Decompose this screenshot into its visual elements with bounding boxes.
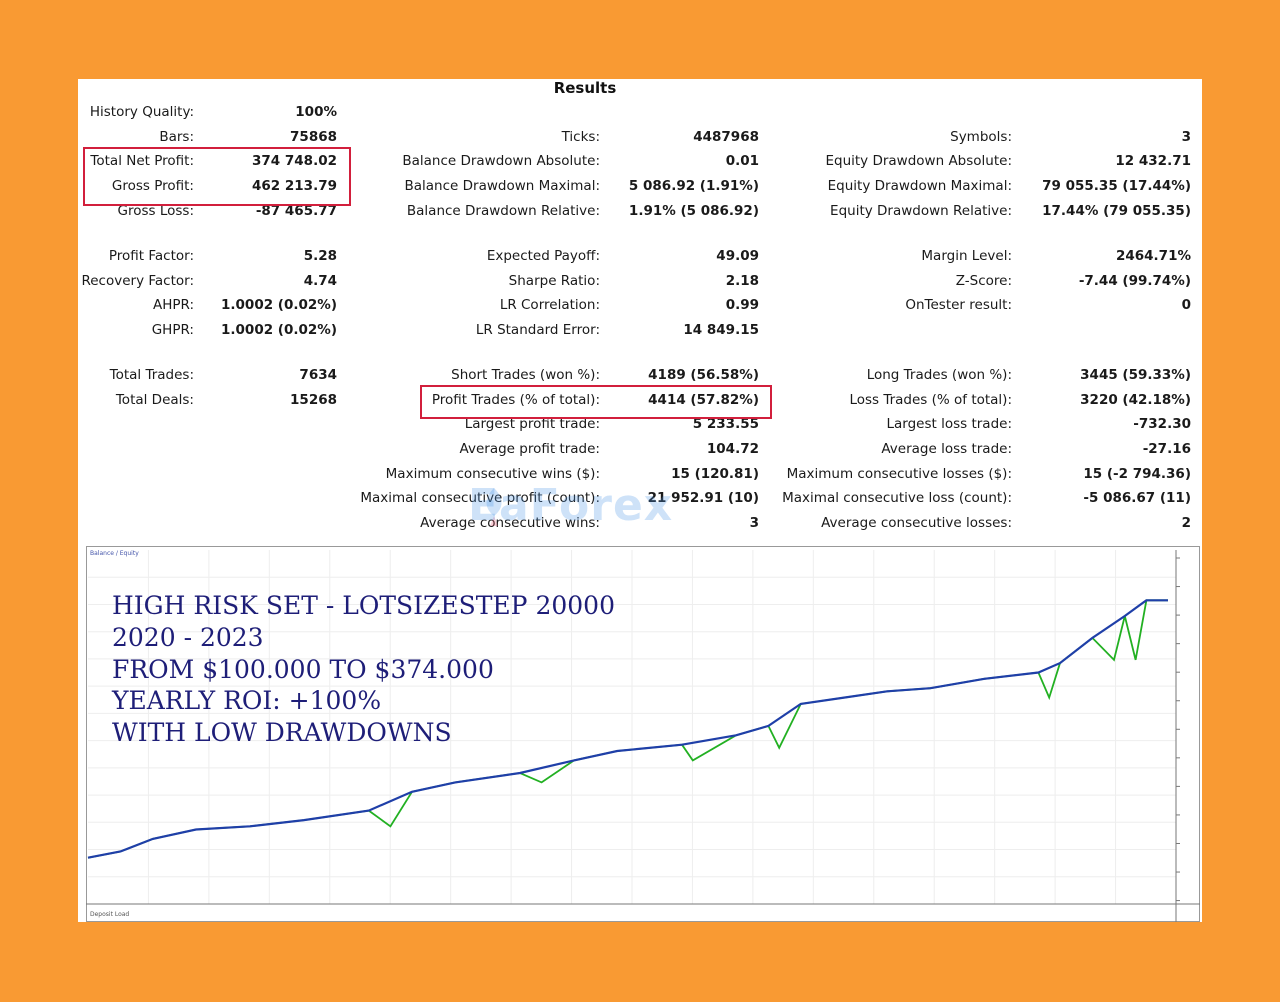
stat-value: 4189 (56.58%) — [648, 367, 759, 383]
stat-label: GHPR: — [151, 322, 194, 338]
stat-label: Total Deals: — [115, 392, 194, 408]
stat-label: Largest profit trade: — [464, 416, 600, 432]
stat-label: Profit Factor: — [108, 248, 194, 264]
overlay-line: YEARLY ROI: +100% — [112, 686, 382, 716]
stat-value: -27.16 — [1142, 441, 1191, 457]
stat-value: 3 — [749, 515, 759, 531]
stat-label: Balance Drawdown Absolute: — [402, 153, 600, 169]
stat-value: -7.44 (99.74%) — [1078, 273, 1191, 289]
stat-value: 7634 — [299, 367, 337, 383]
stat-value: 104.72 — [706, 441, 759, 457]
stat-value: 3 — [1181, 129, 1191, 145]
stat-label: History Quality: — [89, 104, 194, 120]
stat-label: Long Trades (won %): — [866, 367, 1012, 383]
stat-value: 2.18 — [725, 273, 759, 289]
stat-value: 0.99 — [725, 297, 759, 313]
stat-label: Equity Drawdown Relative: — [830, 203, 1012, 219]
stat-label: Average loss trade: — [881, 441, 1012, 457]
balance-chart: Balance / Equity Deposit Load — [86, 546, 1200, 922]
stat-label: Maximal consecutive profit (count): — [360, 490, 600, 506]
stat-value: 462 213.79 — [252, 178, 337, 194]
watermark-logo-icon — [486, 488, 502, 526]
stat-value: -87 465.77 — [255, 203, 337, 219]
highlight-box-profit-trades — [420, 385, 772, 419]
stat-label: Maximum consecutive wins ($): — [385, 466, 600, 482]
chart-legend: Balance / Equity — [90, 550, 139, 557]
stat-label: Profit Trades (% of total): — [431, 392, 600, 408]
stat-label: Total Net Profit: — [90, 153, 194, 169]
stat-label: Average profit trade: — [459, 441, 600, 457]
stat-label: Short Trades (won %): — [451, 367, 600, 383]
stat-label: Equity Drawdown Maximal: — [827, 178, 1012, 194]
stat-label: Average consecutive losses: — [821, 515, 1012, 531]
stat-value: 1.91% (5 086.92) — [628, 203, 759, 219]
stat-value: 5 086.92 (1.91%) — [628, 178, 759, 194]
stat-value: 1.0002 (0.02%) — [221, 297, 337, 313]
stat-label: Recovery Factor: — [81, 273, 194, 289]
stat-value: -5 086.67 (11) — [1083, 490, 1191, 506]
stat-value: 3220 (42.18%) — [1080, 392, 1191, 408]
stat-value: -732.30 — [1133, 416, 1191, 432]
chart-series-balance — [87, 599, 1168, 859]
stat-value: 17.44% (79 055.35) — [1042, 203, 1191, 219]
stat-label: OnTester result: — [905, 297, 1012, 313]
chart-frame — [86, 546, 1200, 922]
highlight-box-profit — [83, 147, 351, 206]
stat-value: 15 (120.81) — [671, 466, 759, 482]
stat-value: 4487968 — [693, 129, 759, 145]
stat-value: 3445 (59.33%) — [1080, 367, 1191, 383]
stat-label: Bars: — [159, 129, 194, 145]
stat-label: Margin Level: — [921, 248, 1012, 264]
stat-label: Sharpe Ratio: — [508, 273, 600, 289]
stat-label: Average consecutive wins: — [420, 515, 600, 531]
stat-value: 49.09 — [716, 248, 759, 264]
overlay-line: FROM $100.000 TO $374.000 — [112, 654, 494, 684]
watermark-text: EaForex — [468, 480, 674, 531]
stat-label: Loss Trades (% of total): — [849, 392, 1012, 408]
stat-label: Total Trades: — [109, 367, 194, 383]
stat-label: Gross Loss: — [117, 203, 195, 219]
stat-value: 15 (-2 794.36) — [1083, 466, 1191, 482]
stat-value: 5 233.55 — [692, 416, 759, 432]
stat-label: Symbols: — [950, 129, 1012, 145]
stat-label: Z-Score: — [955, 273, 1012, 289]
overlay-line: WITH LOW DRAWDOWNS — [112, 718, 452, 748]
stat-value: 374 748.02 — [252, 153, 337, 169]
stat-label: Maximal consecutive loss (count): — [782, 490, 1012, 506]
report-title: Results — [553, 79, 617, 97]
overlay-line: HIGH RISK SET - LOTSIZESTEP 20000 — [112, 591, 615, 620]
stat-value: 75868 — [290, 129, 337, 145]
chart-svg: Balance / Equity Deposit Load — [86, 546, 1200, 922]
stat-label: AHPR: — [152, 297, 194, 313]
overlay-line: 2020 - 2023 — [112, 622, 264, 652]
stat-label: Gross Profit: — [111, 178, 194, 194]
stat-value: 14 849.15 — [683, 322, 759, 338]
stat-label: Balance Drawdown Relative: — [406, 203, 600, 219]
stat-value: 2 — [1181, 515, 1191, 531]
overlay-caption: HIGH RISK SET - LOTSIZESTEP 20000 2020 -… — [112, 590, 615, 749]
stat-value: 15268 — [290, 392, 337, 408]
stat-label: LR Standard Error: — [475, 322, 600, 338]
stat-value: 1.0002 (0.02%) — [221, 322, 337, 338]
stat-value: 4.74 — [303, 273, 337, 289]
stat-label: Maximum consecutive losses ($): — [786, 466, 1012, 482]
stat-value: 2464.71% — [1115, 248, 1191, 264]
stat-label: LR Correlation: — [499, 297, 600, 313]
stat-value: 21 952.91 (10) — [647, 490, 759, 506]
stat-value: 79 055.35 (17.44%) — [1042, 178, 1191, 194]
stat-label: Ticks: — [561, 129, 600, 145]
stat-value: 12 432.71 — [1115, 153, 1191, 169]
stat-label: Expected Payoff: — [486, 248, 600, 264]
stat-label: Balance Drawdown Maximal: — [404, 178, 601, 194]
stat-value: 5.28 — [303, 248, 337, 264]
stat-value: 100% — [295, 104, 337, 120]
stat-value: 4414 (57.82%) — [648, 392, 759, 408]
stat-label: Largest loss trade: — [886, 416, 1012, 432]
stat-value: 0 — [1181, 297, 1191, 313]
chart-footer-label: Deposit Load — [90, 911, 129, 918]
stat-value: 0.01 — [725, 153, 759, 169]
stat-label: Equity Drawdown Absolute: — [825, 153, 1012, 169]
